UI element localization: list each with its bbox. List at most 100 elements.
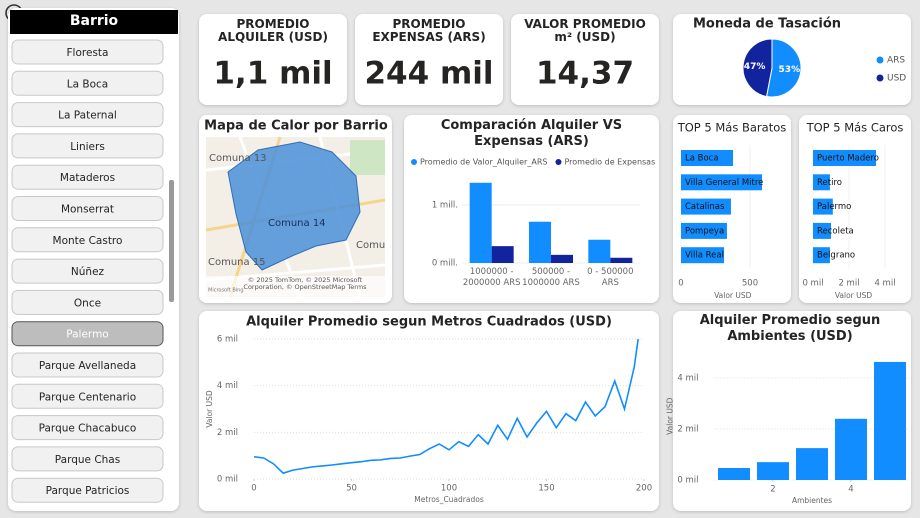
bar bbox=[681, 198, 731, 215]
bar bbox=[681, 174, 763, 191]
panel bbox=[511, 14, 659, 105]
y-axis-title: Valor USD bbox=[205, 390, 214, 428]
pie-slice bbox=[742, 38, 773, 98]
slicer-item[interactable] bbox=[11, 133, 164, 159]
slicer-item-label[interactable]: Parque Chas bbox=[55, 454, 120, 466]
bar-category-label: Belgrano bbox=[817, 251, 855, 261]
slicer-item-label[interactable]: Floresta bbox=[67, 47, 109, 59]
slicer-item-label[interactable]: Monserrat bbox=[61, 204, 114, 216]
bar bbox=[469, 182, 492, 263]
slicer-item[interactable] bbox=[11, 446, 164, 472]
map-title: Mapa de Calor por Barrio bbox=[204, 119, 388, 134]
slicer-item[interactable] bbox=[11, 102, 164, 128]
slicer-item[interactable] bbox=[11, 164, 164, 190]
chart-title-box: Alquiler Promedio segun Ambientes (USD) bbox=[699, 313, 881, 344]
card-label-box: PROMEDIO ALQUILER (USD) bbox=[218, 18, 328, 44]
bar bbox=[491, 246, 514, 263]
card-label-box: PROMEDIO EXPENSAS (ARS) bbox=[372, 18, 485, 44]
card-value: 1,1 mil bbox=[213, 56, 332, 92]
map-attr-bg bbox=[206, 276, 385, 297]
y-tick-label: 4 mil bbox=[217, 381, 238, 391]
panel bbox=[199, 311, 659, 511]
pie-label: 47% bbox=[744, 62, 766, 72]
bar-category-label: Palermo bbox=[817, 202, 851, 212]
slicer-item-label[interactable]: Mataderos bbox=[60, 172, 115, 184]
bar-category-label: Pompeya bbox=[685, 226, 724, 236]
y-tick-label: 4 mil bbox=[677, 374, 698, 384]
scrollbar bbox=[169, 180, 174, 302]
slicer-item-label[interactable]: La Paternal bbox=[58, 110, 117, 122]
slicer-item[interactable] bbox=[11, 70, 164, 96]
slicer-item-label[interactable]: Monte Castro bbox=[53, 235, 123, 247]
x-tick-label: 4 mil bbox=[874, 279, 895, 289]
bar bbox=[551, 254, 573, 263]
bar bbox=[681, 222, 727, 239]
slicer-item[interactable] bbox=[11, 196, 164, 221]
y-tick-label: 2 mil bbox=[217, 428, 238, 438]
slicer-item[interactable] bbox=[11, 352, 164, 378]
legend-label: Promedio de Expensas bbox=[564, 158, 655, 167]
slicer-item-label[interactable]: Parque Patricios bbox=[46, 485, 130, 497]
slicer-item-label[interactable]: Parque Avellaneda bbox=[39, 360, 136, 372]
legend-label: Promedio de Valor_Alquiler_ARS bbox=[420, 158, 547, 167]
slicer-item[interactable] bbox=[11, 258, 164, 284]
map-label: Comuna 14 bbox=[268, 218, 326, 229]
slicer-item-label[interactable]: La Boca bbox=[67, 78, 108, 90]
slicer-item-label[interactable]: Parque Chacabuco bbox=[39, 423, 137, 435]
x-tick-label-box: 1000000 - 2000000 ARS bbox=[463, 267, 521, 288]
bar bbox=[813, 247, 830, 264]
chart-title: TOP 5 Más Baratos bbox=[677, 121, 787, 135]
bar-category-label: Villa General Mitre bbox=[685, 178, 763, 188]
slicer-item-label[interactable]: Núñez bbox=[71, 266, 105, 278]
bar bbox=[529, 221, 551, 263]
y-tick-label: 1 mill. bbox=[432, 200, 458, 210]
slicer-item[interactable] bbox=[11, 383, 164, 409]
x-axis-title: Ambientes bbox=[792, 496, 832, 505]
map-label: Comuna 13 bbox=[209, 153, 267, 164]
slicer-item[interactable] bbox=[11, 289, 164, 315]
card-value: 244 mil bbox=[364, 56, 493, 92]
chart-title: TOP 5 Más Caros bbox=[806, 121, 904, 135]
chart-title: Alquiler Promedio segun Ambientes (USD) bbox=[699, 313, 881, 344]
bar bbox=[796, 448, 828, 480]
slicer-item[interactable] bbox=[11, 39, 164, 65]
x-axis-title: Valor USD bbox=[835, 291, 873, 300]
y-axis-title: Valor USD bbox=[666, 397, 675, 435]
slicer-item[interactable] bbox=[11, 477, 164, 503]
bar bbox=[610, 257, 633, 263]
x-axis-title: Valor USD bbox=[714, 291, 752, 300]
x-tick-label: 200 bbox=[636, 484, 652, 494]
pie-label: 53% bbox=[779, 65, 801, 75]
y-tick-label: 0 mil bbox=[217, 475, 238, 485]
bar-category-label: Puerto Madero bbox=[817, 154, 879, 164]
card-label: VALOR PROMEDIO m² (USD) bbox=[524, 18, 646, 44]
bar-category-label: Catalinas bbox=[685, 202, 725, 212]
chart-title: Moneda de Tasación bbox=[693, 17, 841, 32]
slicer-item[interactable] bbox=[11, 415, 164, 441]
slicer-item[interactable] bbox=[11, 321, 164, 347]
slicer-item[interactable] bbox=[11, 227, 164, 253]
bar bbox=[813, 174, 830, 191]
legend-marker bbox=[876, 74, 884, 82]
panel bbox=[199, 14, 347, 105]
x-tick-label: 0 bbox=[678, 279, 683, 289]
x-tick-label: 2 mil bbox=[838, 279, 859, 289]
bar-category-label: La Boca bbox=[685, 154, 719, 164]
bar bbox=[813, 198, 833, 215]
legend-label: ARS bbox=[887, 56, 905, 66]
slicer-item-label[interactable]: Palermo bbox=[66, 329, 108, 341]
bar bbox=[588, 239, 611, 263]
card-label: PROMEDIO ALQUILER (USD) bbox=[218, 18, 328, 44]
y-tick-label: 2 mil bbox=[677, 425, 698, 435]
slicer-item-label[interactable]: Parque Centenario bbox=[39, 391, 136, 403]
slicer-item-label[interactable]: Liniers bbox=[70, 141, 105, 153]
chart-title-box: Comparación Alquiler VS Expensas (ARS) bbox=[441, 118, 622, 149]
map-label: Comuna 15 bbox=[208, 257, 266, 268]
x-tick-label: 500 bbox=[742, 279, 758, 289]
card-label-box: VALOR PROMEDIO m² (USD) bbox=[524, 18, 646, 44]
slicer-item-label[interactable]: Once bbox=[74, 297, 101, 309]
chart-title: Alquiler Promedio segun Metros Cuadrados… bbox=[246, 315, 612, 330]
map-label: Comu bbox=[356, 240, 385, 251]
